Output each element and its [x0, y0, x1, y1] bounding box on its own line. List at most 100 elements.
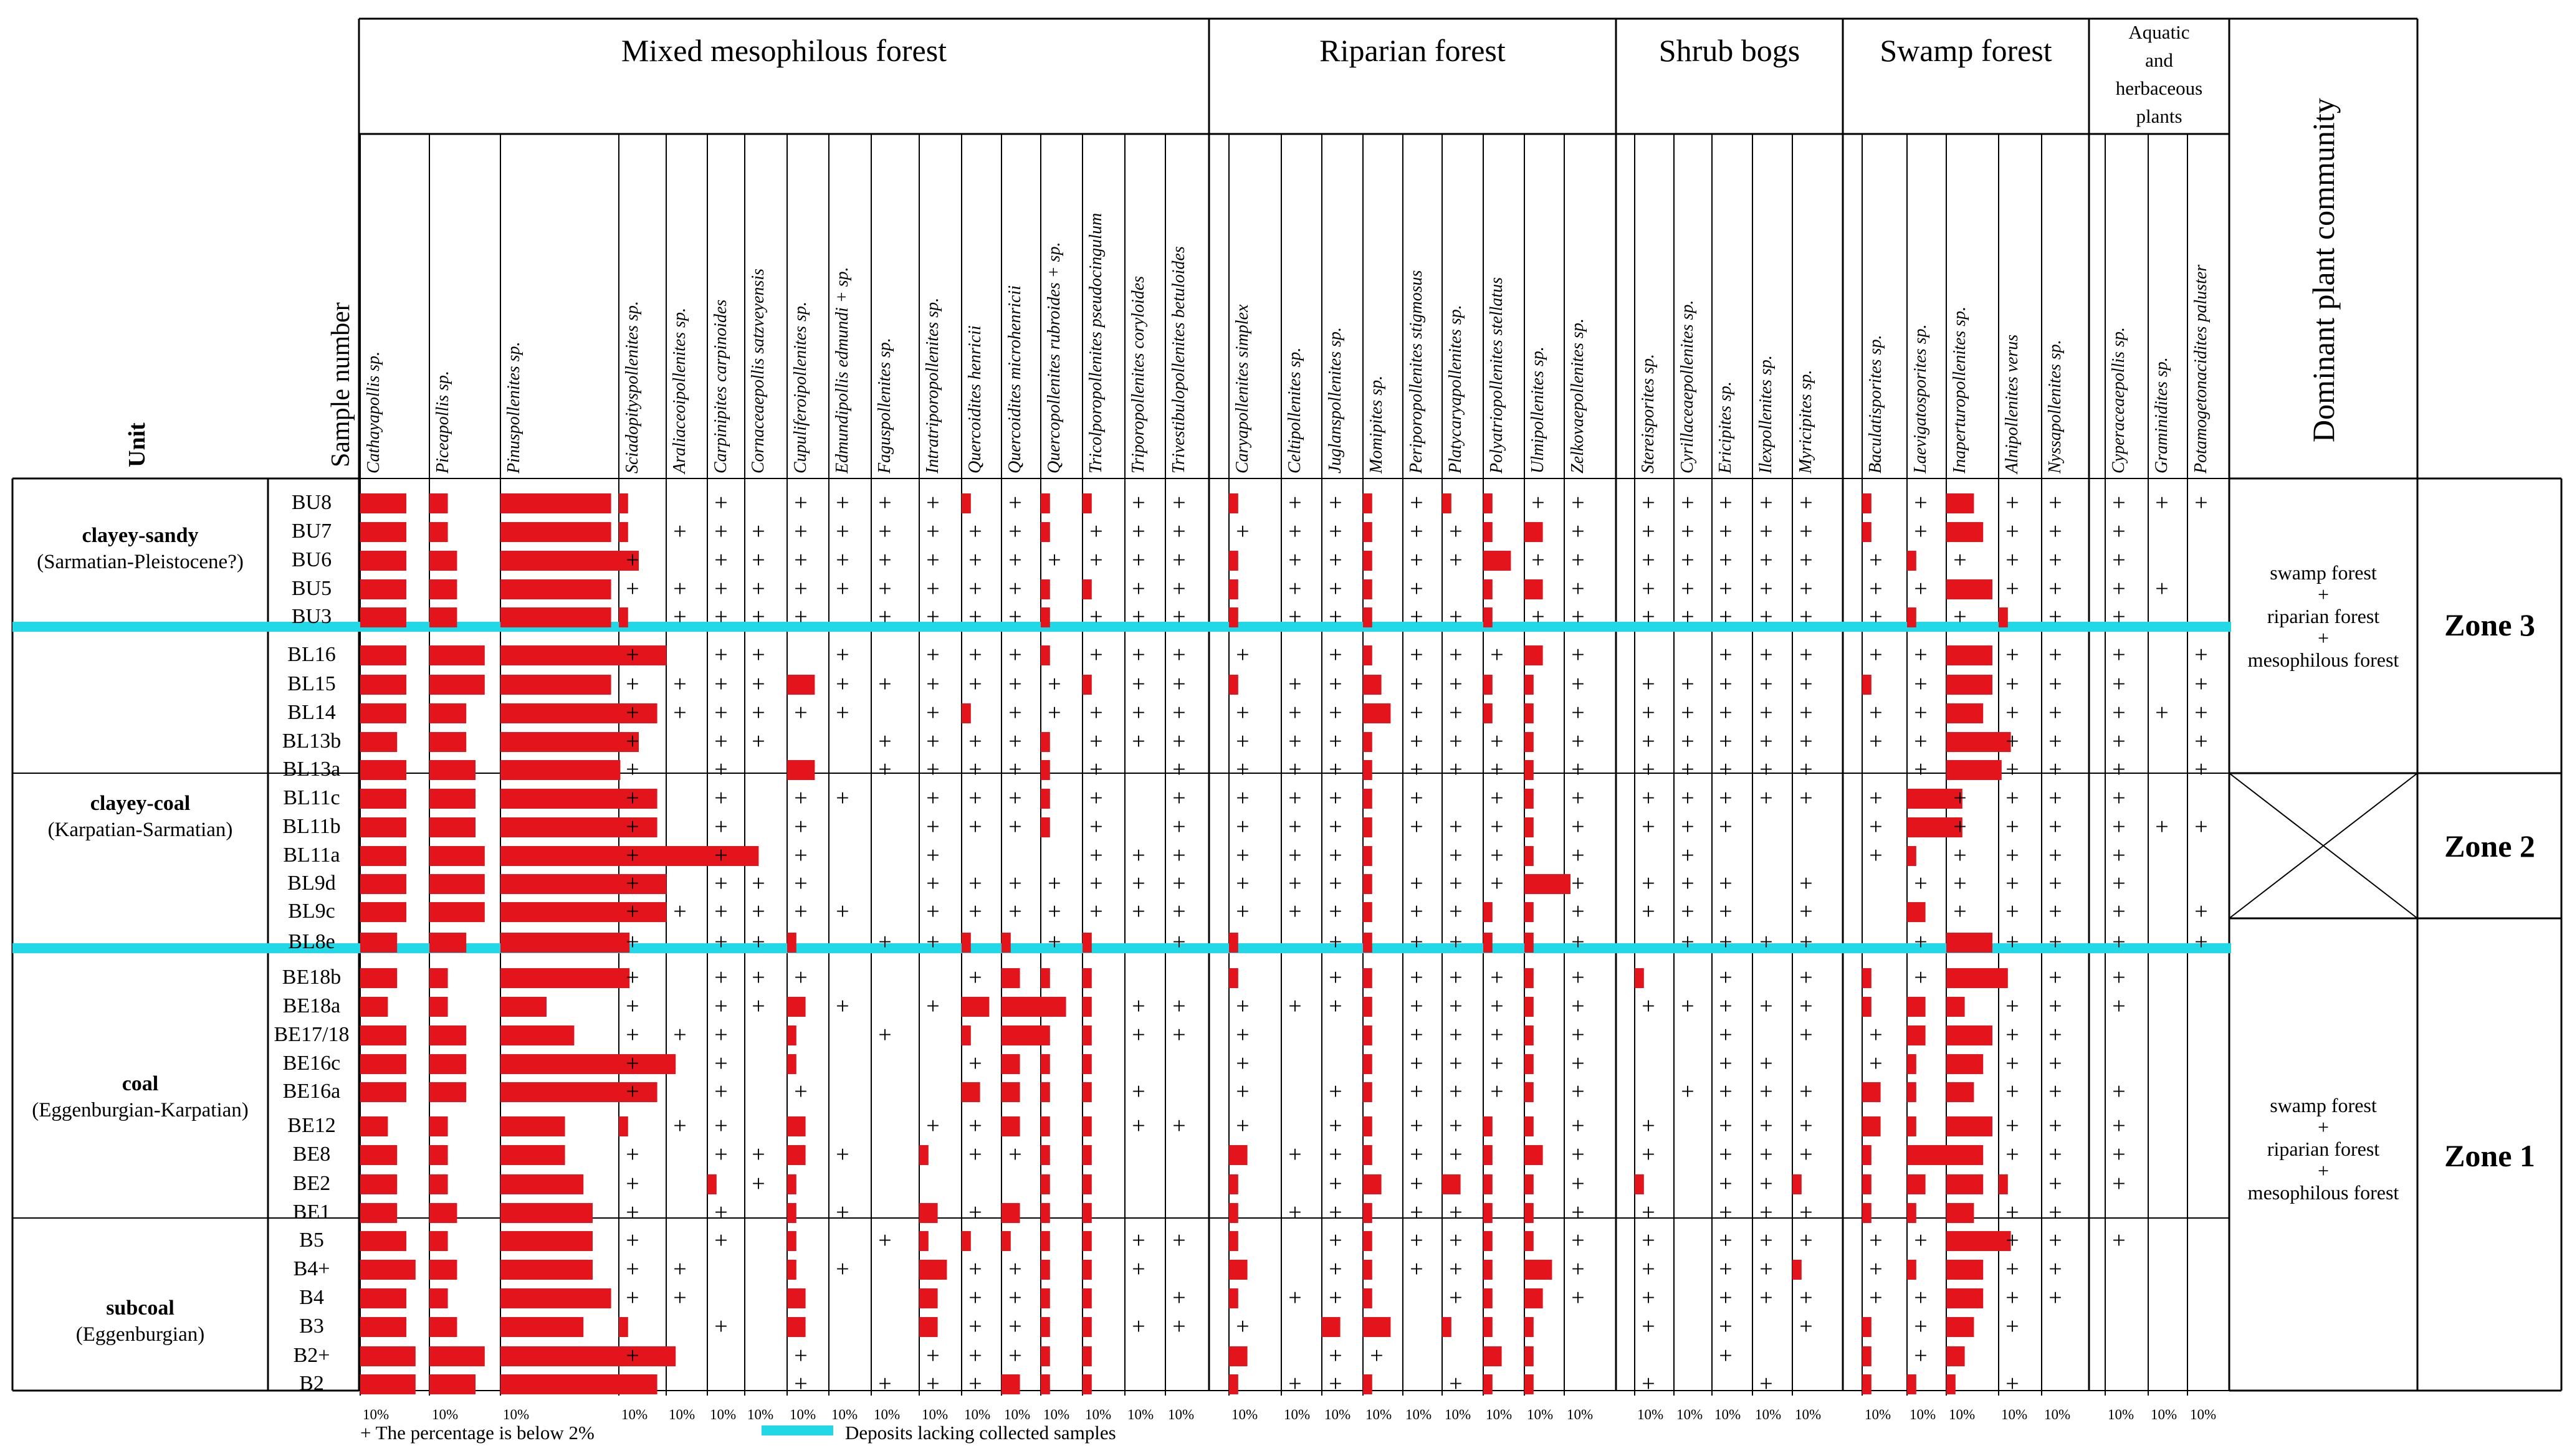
taxon-label: Cathayapollis sp.: [364, 351, 383, 473]
trace-marker: +: [2005, 518, 2019, 545]
trace-marker: +: [1449, 1285, 1462, 1311]
sample-label: BU7: [292, 520, 332, 543]
trace-marker: +: [2048, 604, 2062, 630]
pollen-bar: [1001, 933, 1011, 953]
trace-marker: +: [1132, 1227, 1145, 1254]
pollen-bar: [1041, 817, 1050, 837]
taxon-label: Triporopollenites coryloides: [1129, 276, 1148, 473]
pollen-bar: [1083, 1317, 1092, 1337]
trace-marker: +: [2048, 785, 2062, 811]
trace-marker: +: [1172, 814, 1185, 840]
trace-marker: +: [1236, 898, 1249, 925]
pollen-bar: [1483, 1174, 1493, 1194]
trace-marker: +: [1449, 700, 1462, 726]
trace-marker: +: [1329, 671, 1342, 697]
trace-marker: +: [1449, 518, 1462, 545]
trace-marker: +: [794, 898, 807, 925]
trace-marker: +: [1172, 1227, 1185, 1254]
trace-marker: +: [626, 700, 639, 726]
trace-marker: +: [1719, 604, 1732, 630]
trace-marker: +: [2112, 993, 2125, 1019]
pollen-bar: [1363, 1374, 1372, 1394]
taxon-label: Trivestibulopollenites betuloides: [1169, 246, 1188, 473]
pollen-bar: [1524, 997, 1534, 1017]
trace-marker: +: [1914, 929, 1927, 955]
trace-marker: +: [673, 604, 686, 630]
pollen-bar: [429, 1145, 448, 1165]
trace-marker: +: [1410, 1199, 1423, 1225]
pollen-bar: [962, 1025, 971, 1045]
trace-marker: +: [1642, 785, 1655, 811]
pollen-bar: [360, 846, 406, 866]
pollen-bar: [1524, 874, 1570, 894]
unit-name: coal: [122, 1072, 159, 1095]
trace-marker: +: [2112, 1171, 2125, 1197]
trace-marker: +: [1329, 547, 1342, 573]
pollen-bar: [1862, 1174, 1871, 1194]
trace-marker: +: [1449, 1022, 1462, 1048]
trace-marker: +: [794, 785, 807, 811]
trace-marker: +: [794, 964, 807, 991]
trace-marker: +: [1799, 700, 1812, 726]
trace-marker: +: [1048, 929, 1061, 955]
trace-marker: +: [926, 814, 939, 840]
trace-marker: +: [1410, 1113, 1423, 1139]
community-line: +: [2318, 627, 2329, 649]
pollen-bar: [1041, 997, 1050, 1017]
trace-marker: +: [2048, 728, 2062, 754]
axis-tick-label: 10%: [2151, 1407, 2177, 1422]
pollen-bar: [360, 789, 406, 809]
pollen-bar: [1442, 1174, 1461, 1194]
trace-marker: +: [1410, 1050, 1423, 1077]
pollen-bar: [360, 1054, 406, 1074]
trace-marker: +: [1571, 1256, 1584, 1282]
pollen-bar: [500, 1054, 676, 1074]
trace-marker: +: [1410, 604, 1423, 630]
taxon-label: Pinuspollenites sp.: [504, 341, 523, 474]
pollen-bar: [1041, 1346, 1050, 1366]
trace-marker: +: [2005, 642, 2019, 668]
pollen-bar: [500, 1374, 657, 1394]
trace-marker: +: [1449, 547, 1462, 573]
pollen-bar: [1635, 1174, 1644, 1194]
trace-marker: +: [926, 1343, 939, 1369]
pollen-bar: [1524, 933, 1534, 953]
trace-marker: +: [1869, 814, 1882, 840]
group-header: Swamp forest: [1880, 33, 2052, 68]
zone-label: Zone 3: [2444, 607, 2535, 642]
pollen-bar: [1041, 579, 1050, 599]
pollen-bar: [1363, 579, 1372, 599]
trace-marker: +: [2005, 576, 2019, 602]
trace-marker: +: [926, 700, 939, 726]
trace-marker: +: [1288, 490, 1301, 516]
trace-marker: +: [1759, 1227, 1772, 1254]
pollen-bar: [1524, 902, 1534, 922]
pollen-bar: [1483, 1145, 1493, 1165]
pollen-bar: [1483, 493, 1493, 513]
trace-marker: +: [752, 671, 765, 697]
trace-marker: +: [1449, 756, 1462, 783]
pollen-bar: [1041, 789, 1050, 809]
trace-marker: +: [878, 1227, 891, 1254]
trace-marker: +: [714, 1313, 727, 1339]
pollen-bar: [787, 1054, 796, 1074]
pollen-bar: [1907, 817, 1962, 837]
trace-marker: +: [1759, 700, 1772, 726]
pollen-bar: [1907, 1082, 1916, 1102]
pollen-bar: [1483, 1260, 1493, 1280]
pollen-bar: [1041, 760, 1050, 780]
trace-marker: +: [1449, 1141, 1462, 1168]
trace-marker: +: [1172, 1313, 1185, 1339]
trace-marker: +: [1719, 814, 1732, 840]
trace-marker: +: [926, 842, 939, 868]
unit-name: subcoal: [106, 1297, 174, 1320]
legend-band-text: Deposits lacking collected samples: [845, 1422, 1116, 1444]
trace-marker: +: [1571, 756, 1584, 783]
trace-marker: +: [968, 1371, 982, 1397]
trace-marker: +: [714, 1078, 727, 1105]
pollen-bar: [1862, 1145, 1871, 1165]
trace-marker: +: [1642, 814, 1655, 840]
pollen-bar: [1363, 1317, 1391, 1337]
pollen-bar: [1001, 1025, 1048, 1045]
trace-marker: +: [1869, 1022, 1882, 1048]
